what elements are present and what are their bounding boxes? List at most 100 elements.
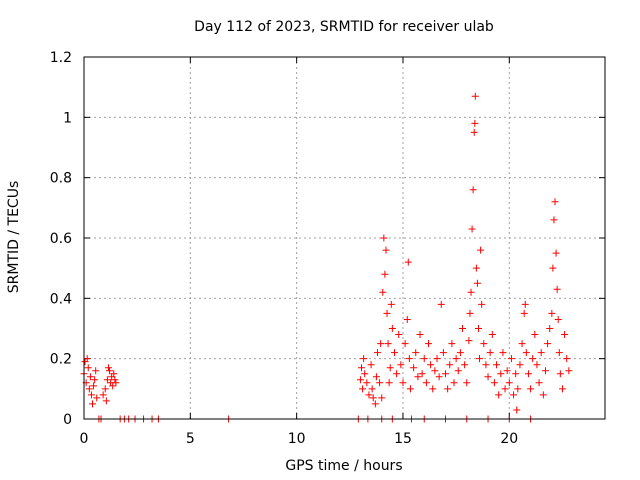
data-point <box>549 264 557 272</box>
data-point <box>372 373 380 381</box>
data-point <box>92 367 100 375</box>
data-point <box>537 349 545 357</box>
data-point <box>369 394 377 402</box>
data-point <box>448 340 456 348</box>
x-tick-label: 5 <box>186 431 195 447</box>
data-point <box>469 186 477 194</box>
data-point <box>546 325 554 332</box>
data-point <box>386 364 394 372</box>
data-point <box>379 288 387 296</box>
data-point <box>555 349 563 357</box>
data-point <box>385 379 393 387</box>
data-point <box>86 373 94 381</box>
data-point <box>420 355 428 363</box>
data-point <box>465 337 473 345</box>
x-axis-label: GPS time / hours <box>285 458 402 474</box>
axis-tick-labels: 0 0.2 0.4 0.6 0.8 1 1.2 0 5 10 15 20 <box>50 50 518 447</box>
y-tick-label: 0.4 <box>50 291 72 307</box>
data-point <box>505 379 513 387</box>
data-point <box>83 355 91 363</box>
data-point <box>439 349 447 357</box>
data-point <box>111 376 119 384</box>
data-point <box>486 349 494 357</box>
data-point <box>376 379 384 387</box>
data-point <box>109 382 117 390</box>
data-point <box>377 340 385 348</box>
data-point <box>544 340 552 348</box>
data-point <box>442 370 450 378</box>
data-point <box>513 406 521 414</box>
data-point <box>89 400 97 408</box>
data-point <box>454 367 462 375</box>
data-point <box>565 367 573 375</box>
data-point <box>501 385 509 393</box>
data-point <box>380 234 388 242</box>
data-point <box>399 379 407 387</box>
data-point <box>554 315 562 323</box>
data-point <box>84 364 92 372</box>
data-point <box>90 382 98 390</box>
data-point <box>444 385 452 393</box>
y-tick-label: 0.6 <box>50 231 72 247</box>
data-point <box>401 340 409 348</box>
data-point <box>484 373 492 381</box>
data-point <box>497 370 505 378</box>
data-point <box>446 361 454 369</box>
data-point <box>414 373 422 381</box>
data-point <box>368 385 376 393</box>
data-point <box>412 349 420 357</box>
data-point <box>522 349 530 357</box>
data-point <box>477 246 485 254</box>
y-axis-label: SRMTID / TECUs <box>6 181 22 294</box>
x-tick-label: 20 <box>500 431 518 447</box>
data-point <box>427 361 435 369</box>
y-tick-label: 1 <box>63 110 72 126</box>
data-point <box>429 385 437 393</box>
data-point <box>410 364 418 372</box>
data-point <box>112 379 120 387</box>
data-point <box>418 370 426 378</box>
data-point <box>553 285 561 293</box>
data-point <box>520 309 528 317</box>
data-point <box>102 397 110 405</box>
data-point <box>388 325 396 332</box>
data-point <box>450 379 458 387</box>
data-point <box>91 376 99 384</box>
scatter-points <box>80 92 573 423</box>
chart-title: Day 112 of 2023, SRMTID for receiver ula… <box>194 19 494 35</box>
data-point <box>85 385 93 393</box>
plot-frame <box>83 56 606 420</box>
data-point <box>104 364 112 372</box>
data-point <box>459 325 467 332</box>
data-point <box>510 391 518 399</box>
data-point <box>422 379 430 387</box>
data-point <box>452 355 460 363</box>
data-point <box>358 364 366 372</box>
y-tick-label: 1.2 <box>50 50 72 66</box>
data-point <box>393 370 401 378</box>
x-tick-label: 0 <box>80 431 89 447</box>
data-point <box>548 309 556 317</box>
data-point <box>556 370 564 378</box>
data-point <box>539 391 547 399</box>
data-point <box>551 198 559 206</box>
data-point <box>521 300 529 308</box>
data-point <box>403 315 411 323</box>
data-point <box>493 361 501 369</box>
data-point <box>463 379 471 387</box>
data-point <box>359 385 367 393</box>
data-point <box>395 331 403 339</box>
data-point <box>383 309 391 317</box>
data-point <box>482 361 490 369</box>
data-point <box>561 331 569 339</box>
y-tick-label: 0.8 <box>50 171 72 187</box>
data-point <box>552 249 560 257</box>
data-point <box>533 361 541 369</box>
data-point <box>406 385 414 393</box>
data-point <box>371 400 379 408</box>
data-point <box>363 379 371 387</box>
data-point <box>507 355 515 363</box>
data-point <box>103 376 111 384</box>
data-point <box>527 385 535 393</box>
data-point <box>535 379 543 387</box>
